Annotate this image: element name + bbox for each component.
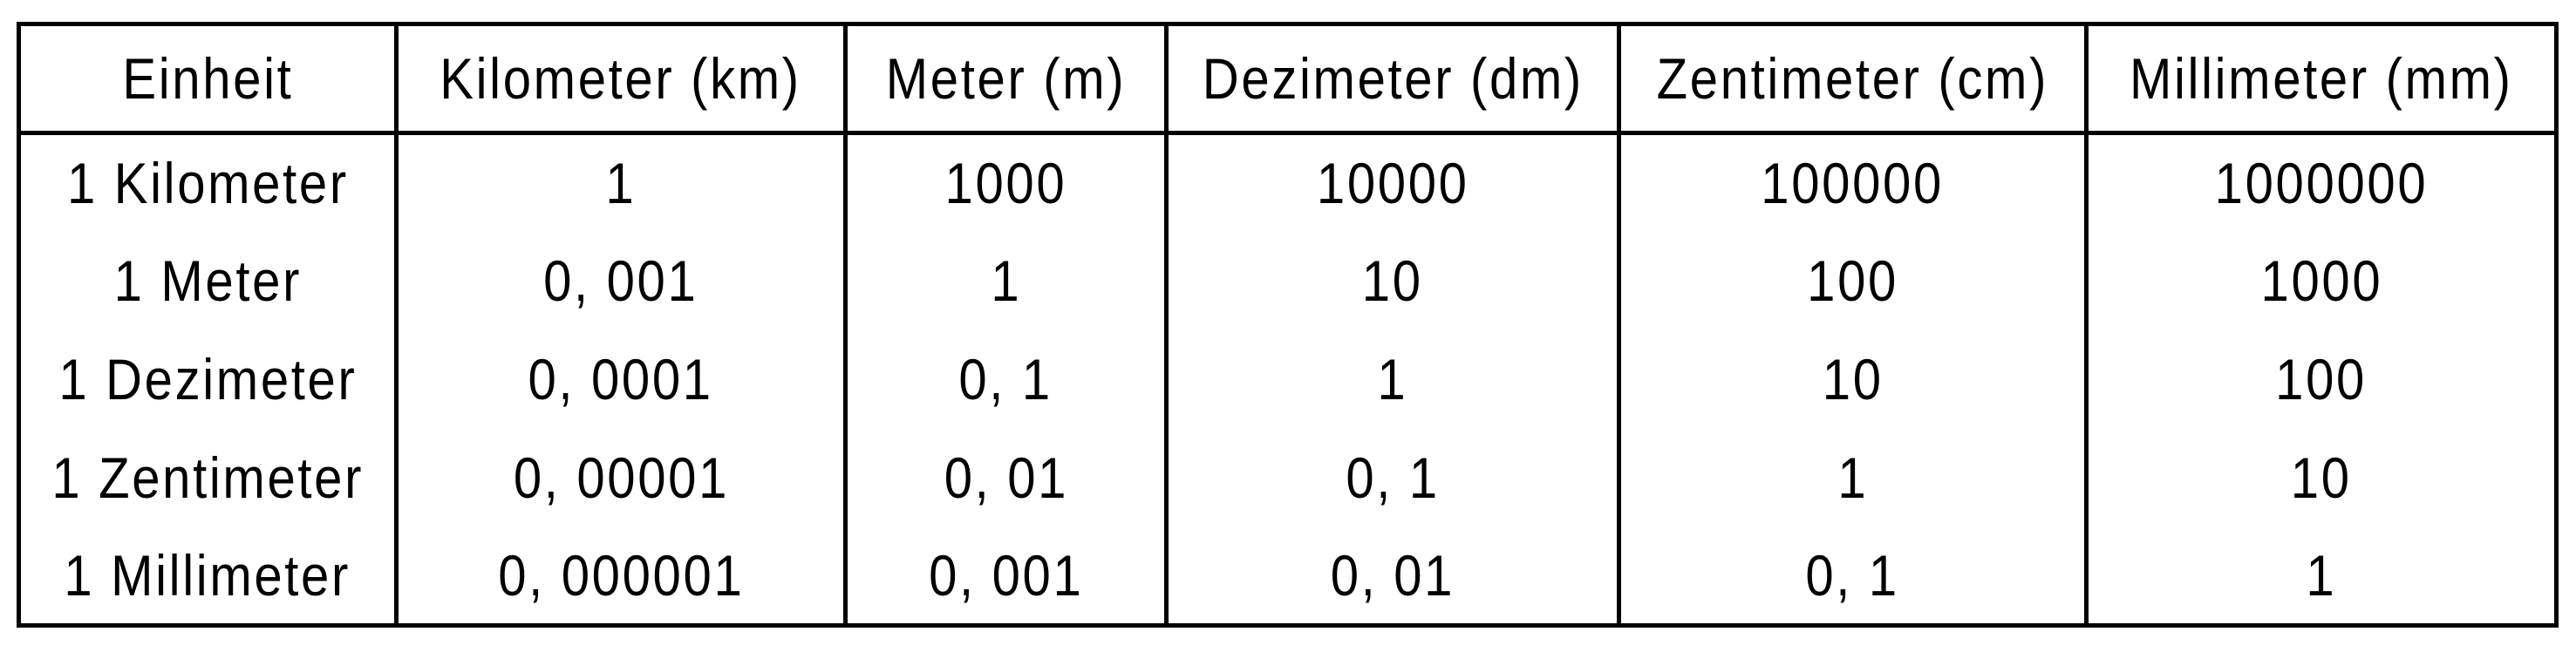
cell-value: 0, 001 — [543, 248, 699, 313]
table-cell: 10 — [1164, 231, 1619, 330]
cell-value: 0, 0001 — [528, 347, 714, 411]
column-header-dezimeter: Dezimeter (dm) — [1164, 24, 1619, 135]
cell-value: 0, 1 — [1346, 445, 1440, 510]
row-label: 1 Millimeter — [64, 542, 351, 608]
row-label-meter: 1 Meter — [19, 232, 397, 330]
column-header-label: Millimeter (mm) — [2130, 46, 2513, 111]
column-header-label: Meter (m) — [885, 46, 1127, 111]
table-cell: 1 — [1164, 330, 1619, 429]
cell-value: 1000 — [2260, 248, 2382, 313]
cell-value: 1 — [1377, 347, 1408, 411]
column-header-millimeter: Millimeter (mm) — [2084, 24, 2557, 135]
column-header-label: Dezimeter (dm) — [1202, 46, 1584, 111]
row-label-zentimeter: 1 Zentimeter — [19, 429, 397, 527]
cell-value: 1000 — [944, 151, 1067, 216]
table-cell: 1 — [843, 231, 1167, 330]
column-header-zentimeter: Zentimeter (cm) — [1617, 24, 2087, 135]
row-label: 1 Dezimeter — [58, 347, 358, 411]
cell-value: 0, 01 — [1330, 542, 1455, 608]
table-cell: 0, 00001 — [394, 428, 846, 527]
row-label-dezimeter: 1 Dezimeter — [19, 330, 397, 429]
cell-value: 1000000 — [2214, 151, 2429, 216]
table-cell: 0, 001 — [394, 231, 846, 330]
table-row-meter: 1 Meter 0, 001 1 10 100 1000 — [19, 231, 2557, 330]
cell-value: 0, 00001 — [513, 445, 729, 510]
row-label-millimeter: 1 Millimeter — [19, 527, 397, 626]
cell-value: 1 — [2306, 542, 2337, 608]
table-cell: 0, 01 — [843, 428, 1167, 527]
table-cell: 0, 1 — [1164, 428, 1619, 527]
table-cell: 0, 1 — [843, 330, 1167, 429]
cell-value: 10 — [2291, 445, 2352, 510]
table-cell: 100000 — [1617, 132, 2087, 232]
table-row-millimeter: 1 Millimeter 0, 000001 0, 001 0, 01 0, 1… — [19, 527, 2557, 626]
column-header-einheit: Einheit — [18, 24, 397, 135]
header-row: Einheit Kilometer (km) Meter (m) Dezimet… — [18, 24, 2557, 135]
table-cell: 10000 — [1164, 132, 1619, 232]
table-cell: 1000000 — [2084, 132, 2557, 232]
table-cell: 0, 0001 — [394, 330, 846, 429]
table-row-zentimeter: 1 Zentimeter 0, 00001 0, 01 0, 1 1 10 — [19, 428, 2557, 527]
cell-value: 100 — [2275, 347, 2368, 411]
table-cell: 0, 001 — [843, 527, 1167, 626]
row-label: 1 Zentimeter — [51, 445, 364, 510]
column-header-label: Kilometer (km) — [440, 46, 802, 111]
table-cell: 1000 — [2084, 231, 2557, 330]
row-label: 1 Meter — [113, 248, 302, 313]
table-cell: 10 — [1617, 330, 2087, 429]
cell-value: 100000 — [1761, 151, 1945, 216]
table-cell: 10 — [2084, 428, 2557, 527]
column-header-label: Zentimeter (cm) — [1656, 46, 2049, 111]
table-cell: 1 — [1617, 428, 2087, 527]
table-cell: 1 — [394, 132, 846, 232]
column-header-meter: Meter (m) — [843, 24, 1167, 135]
cell-value: 0, 01 — [944, 445, 1068, 510]
cell-value: 10000 — [1316, 151, 1469, 216]
cell-value: 0, 1 — [1805, 542, 1900, 608]
table-cell: 0, 01 — [1164, 527, 1619, 626]
column-header-kilometer: Kilometer (km) — [394, 24, 846, 135]
cell-value: 1 — [1837, 445, 1868, 510]
row-label-kilometer: 1 Kilometer — [19, 133, 397, 232]
row-label: 1 Kilometer — [66, 151, 349, 216]
cell-value: 100 — [1807, 248, 1898, 313]
table-row-kilometer: 1 Kilometer 1 1000 10000 100000 1000000 — [19, 132, 2557, 232]
table-cell: 0, 1 — [1617, 527, 2087, 626]
cell-value: 0, 000001 — [497, 542, 745, 608]
cell-value: 10 — [1822, 347, 1884, 411]
cell-value: 10 — [1362, 248, 1423, 313]
table-cell: 1 — [2084, 527, 2557, 626]
cell-value: 0, 1 — [958, 347, 1053, 411]
cell-value: 0, 001 — [928, 542, 1084, 608]
column-header-label: Einheit — [121, 46, 294, 111]
unit-conversion-table: Einheit Kilometer (km) Meter (m) Dezimet… — [17, 22, 2559, 628]
cell-value: 1 — [605, 151, 637, 216]
table-row-dezimeter: 1 Dezimeter 0, 0001 0, 1 1 10 100 — [19, 330, 2557, 429]
table-cell: 100 — [2084, 330, 2557, 429]
cell-value: 1 — [991, 248, 1021, 313]
table-cell: 100 — [1617, 231, 2087, 330]
table-cell: 0, 000001 — [394, 527, 846, 626]
table-cell: 1000 — [843, 132, 1167, 232]
